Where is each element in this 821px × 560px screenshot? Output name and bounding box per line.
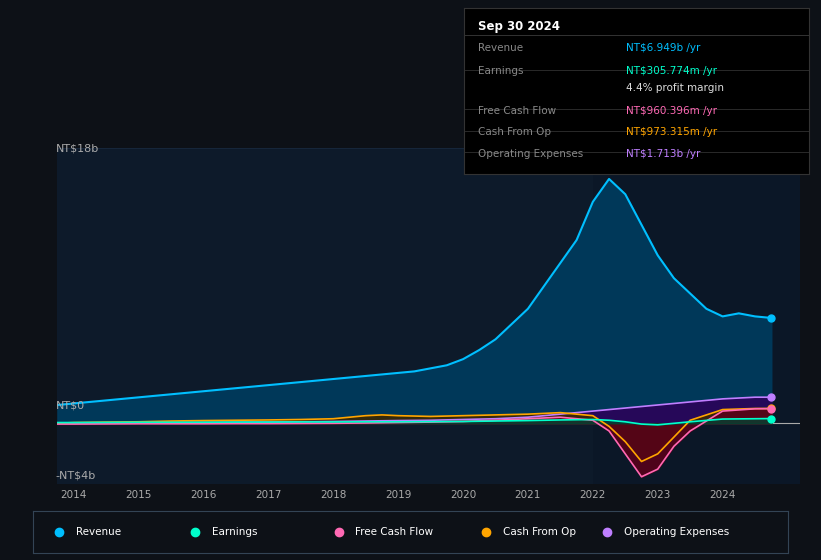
Text: Free Cash Flow: Free Cash Flow	[355, 528, 433, 537]
Text: NT$0: NT$0	[56, 401, 85, 411]
Text: Cash From Op: Cash From Op	[502, 528, 576, 537]
Text: Revenue: Revenue	[76, 528, 121, 537]
Text: Free Cash Flow: Free Cash Flow	[478, 106, 556, 116]
Text: Operating Expenses: Operating Expenses	[623, 528, 729, 537]
Text: NT$18b: NT$18b	[56, 143, 99, 153]
Text: NT$1.713b /yr: NT$1.713b /yr	[626, 149, 700, 159]
Text: Earnings: Earnings	[478, 66, 523, 76]
Text: Cash From Op: Cash From Op	[478, 127, 551, 137]
Text: NT$305.774m /yr: NT$305.774m /yr	[626, 66, 717, 76]
Text: Sep 30 2024: Sep 30 2024	[478, 20, 560, 33]
Text: Operating Expenses: Operating Expenses	[478, 149, 583, 159]
Text: NT$6.949b /yr: NT$6.949b /yr	[626, 43, 700, 53]
Text: -NT$4b: -NT$4b	[56, 471, 96, 481]
Bar	[593, 148, 800, 484]
Text: Revenue: Revenue	[478, 43, 523, 53]
Text: 4.4% profit margin: 4.4% profit margin	[626, 83, 724, 93]
Text: NT$973.315m /yr: NT$973.315m /yr	[626, 127, 717, 137]
Text: NT$960.396m /yr: NT$960.396m /yr	[626, 106, 717, 116]
Text: Earnings: Earnings	[212, 528, 257, 537]
